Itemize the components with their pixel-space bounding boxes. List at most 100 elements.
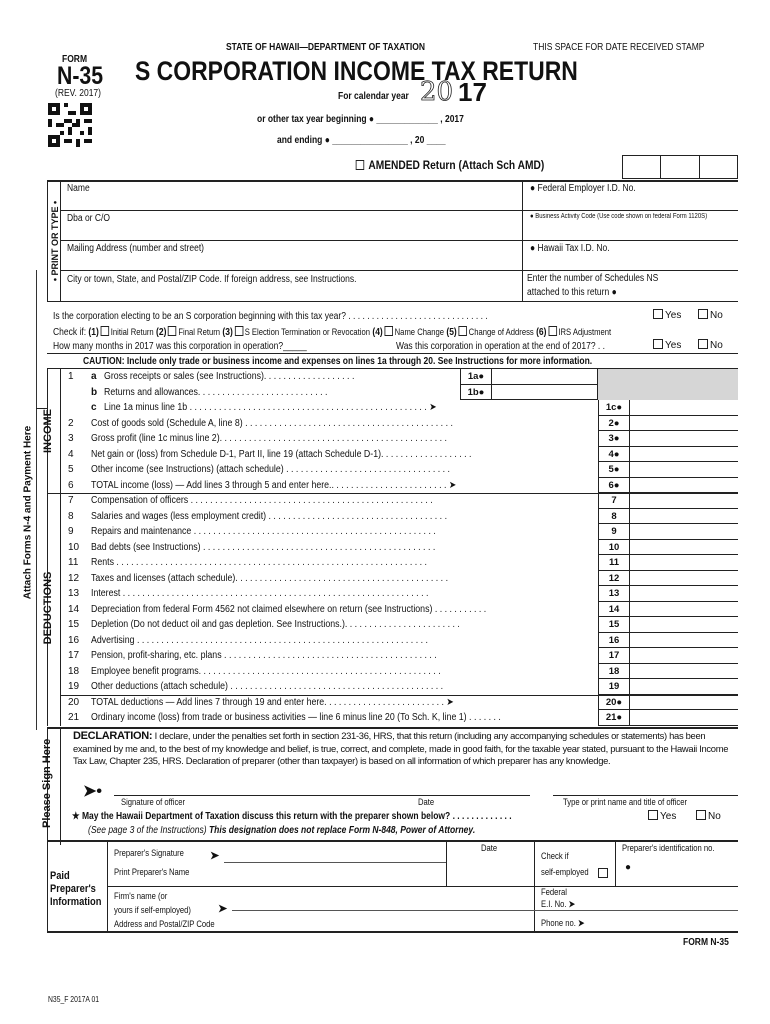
line-number: 2 bbox=[68, 417, 74, 429]
line-row: 15 Depletion (Do not deduct oil and gas d… bbox=[60, 617, 738, 633]
line-amount-field[interactable] bbox=[630, 462, 738, 478]
change-of-address-checkbox[interactable] bbox=[458, 326, 467, 336]
line-amount-field[interactable] bbox=[630, 540, 738, 555]
check-if-row: Check if: (1) Initial Return (2) Final Ret… bbox=[53, 326, 612, 338]
preparer-date-field[interactable]: Date bbox=[481, 843, 498, 853]
line-box-label: 3● bbox=[598, 431, 630, 447]
line-amount-field[interactable] bbox=[630, 524, 738, 540]
line-box-label: 1b● bbox=[460, 384, 492, 400]
line-row: 11 Rents . . . . . . . . . . . . . . . . … bbox=[60, 555, 738, 571]
line-amount-field[interactable] bbox=[492, 384, 598, 400]
officer-name-title-field[interactable]: Type or print name and title of officer bbox=[563, 797, 688, 807]
preparer-id-field[interactable]: Preparer's identification no. bbox=[622, 843, 715, 853]
line-row: 1 a Gross receipts or sales (see Instructi… bbox=[60, 369, 738, 385]
line-amount-field[interactable] bbox=[630, 602, 738, 617]
line-amount-field[interactable] bbox=[630, 478, 738, 493]
see-page-note: (See page 3 of the Instructions) This de… bbox=[88, 825, 476, 836]
line-number: 18 bbox=[68, 665, 80, 677]
in-operation-yes: Yes bbox=[651, 339, 681, 351]
line-row: 9 Repairs and maintenance . . . . . . . .… bbox=[60, 524, 738, 540]
line-number: 14 bbox=[68, 603, 80, 615]
mailing-address-field[interactable]: Mailing Address (number and street) bbox=[67, 243, 205, 254]
income-deductions-lines: 1 a Gross receipts or sales (see Instructi… bbox=[60, 369, 738, 726]
firm-name-field[interactable]: yours if self-employed) bbox=[114, 905, 191, 915]
line-box-label: 2● bbox=[598, 415, 630, 431]
line-amount-field[interactable] bbox=[630, 555, 738, 571]
line-description: TOTAL income (loss) — Add lines 3 throug… bbox=[91, 479, 457, 491]
schedules-ns-field[interactable]: attached to this return ● bbox=[527, 287, 617, 298]
discuss-question: ★ May the Hawaii Department of Taxation … bbox=[72, 811, 512, 822]
dba-field[interactable]: Dba or C/O bbox=[67, 213, 110, 224]
business-activity-code-field[interactable]: ● Business Activity Code (Use code shown… bbox=[530, 213, 708, 220]
irs-adjustment-checkbox[interactable] bbox=[548, 326, 557, 336]
sign-arrow-icon: ➤• bbox=[83, 783, 103, 800]
line-amount-field[interactable] bbox=[630, 617, 738, 633]
line-amount-field[interactable] bbox=[630, 695, 738, 710]
line-number: 21 bbox=[68, 712, 80, 723]
other-tax-year[interactable]: or other tax year beginning ● __________… bbox=[257, 114, 464, 125]
line-description: Cost of goods sold (Schedule A, line 8) … bbox=[91, 417, 453, 429]
line-description: Salaries and wages (less employment cred… bbox=[91, 510, 448, 522]
line-description: Taxes and licenses (attach schedule). . … bbox=[91, 572, 449, 584]
initial-return-checkbox[interactable] bbox=[100, 326, 110, 336]
income-section-label: INCOME bbox=[42, 409, 54, 453]
line-amount-field[interactable] bbox=[630, 571, 738, 586]
line-amount-field[interactable] bbox=[630, 416, 738, 431]
firm-address-field[interactable]: Address and Postal/ZIP Code bbox=[114, 919, 215, 929]
line-description: Other deductions (attach schedule) . . .… bbox=[91, 681, 444, 692]
form-title: S CORPORATION INCOME TAX RETURN bbox=[135, 56, 578, 86]
line-description: Pension, profit-sharing, etc. plans . . … bbox=[91, 650, 437, 661]
line-amount-field[interactable] bbox=[630, 493, 738, 509]
calendar-year-label: For calendar year bbox=[338, 91, 409, 102]
line-amount-field[interactable] bbox=[630, 431, 738, 447]
months-in-operation[interactable]: How many months in 2017 was this corpora… bbox=[53, 341, 307, 352]
line-amount-field[interactable] bbox=[492, 369, 598, 385]
check-if-label: Check if bbox=[541, 851, 569, 861]
line-amount-field[interactable] bbox=[630, 648, 738, 664]
line-amount-field[interactable] bbox=[630, 679, 738, 695]
line-box-label: 18 bbox=[598, 663, 630, 679]
print-or-type: • PRINT OR TYPE • bbox=[50, 200, 60, 282]
line-amount-field[interactable] bbox=[630, 586, 738, 602]
line-description: Line 1a minus line 1b . . . . . . . . . … bbox=[104, 402, 437, 413]
form-label: FORM bbox=[62, 54, 88, 65]
line-box-label: 1c● bbox=[598, 400, 630, 416]
name-change-checkbox[interactable] bbox=[384, 326, 393, 336]
form-number: N-35 bbox=[57, 62, 104, 90]
line-amount-field[interactable] bbox=[630, 633, 738, 648]
fein-field[interactable]: ● Federal Employer I.D. No. bbox=[530, 183, 636, 194]
line-box-label: 6● bbox=[598, 477, 630, 493]
officer-signature-field[interactable]: Signature of officer bbox=[121, 797, 186, 807]
ein-field: E.I. No. ➤ bbox=[541, 899, 576, 909]
s-election-termination-checkbox[interactable] bbox=[234, 326, 243, 336]
self-employed-checkbox[interactable] bbox=[598, 868, 608, 878]
name-field[interactable]: Name bbox=[67, 183, 90, 194]
line-number: 11 bbox=[68, 557, 79, 568]
city-state-zip-field[interactable]: City or town, State, and Postal/ZIP Code… bbox=[67, 274, 357, 285]
shaded-area bbox=[598, 369, 738, 400]
amended-checkbox[interactable] bbox=[355, 160, 365, 170]
agency: STATE OF HAWAII—DEPARTMENT OF TAXATION bbox=[226, 42, 425, 53]
print-preparer-name-field[interactable]: Print Preparer's Name bbox=[114, 867, 190, 877]
line-box-label: 9 bbox=[598, 524, 630, 540]
line-number: 10 bbox=[68, 541, 80, 553]
line-amount-field[interactable] bbox=[630, 400, 738, 416]
line-amount-field[interactable] bbox=[630, 664, 738, 679]
line-amount-field[interactable] bbox=[630, 509, 738, 524]
line-amount-field[interactable] bbox=[630, 710, 738, 726]
line-box-label: 16 bbox=[598, 632, 630, 648]
line-box-label: 13 bbox=[598, 586, 630, 602]
line-row: 10 Bad debts (see Instructions) . . . . .… bbox=[60, 539, 738, 555]
s-election-yes: Yes bbox=[651, 309, 681, 321]
line-box-label: 20● bbox=[598, 694, 630, 710]
line-description: Returns and allowances. . . . . . . . . … bbox=[104, 386, 328, 398]
caution: CAUTION: Include only trade or business … bbox=[83, 356, 593, 367]
line-row: 17 Pension, profit-sharing, etc. plans . … bbox=[60, 648, 738, 664]
line-amount-field[interactable] bbox=[630, 447, 738, 462]
please-sign-here: Please Sign Here bbox=[41, 738, 53, 828]
final-return-checkbox[interactable] bbox=[168, 326, 177, 336]
preparer-signature-field[interactable]: Preparer's Signature bbox=[114, 848, 184, 858]
hawaii-tax-id-field[interactable]: ● Hawaii Tax I.D. No. bbox=[530, 243, 610, 254]
tax-year-ending[interactable]: and ending ● ________________ , 20 ____ bbox=[277, 135, 446, 146]
line-description: Net gain or (loss) from Schedule D-1, Pa… bbox=[91, 448, 472, 460]
